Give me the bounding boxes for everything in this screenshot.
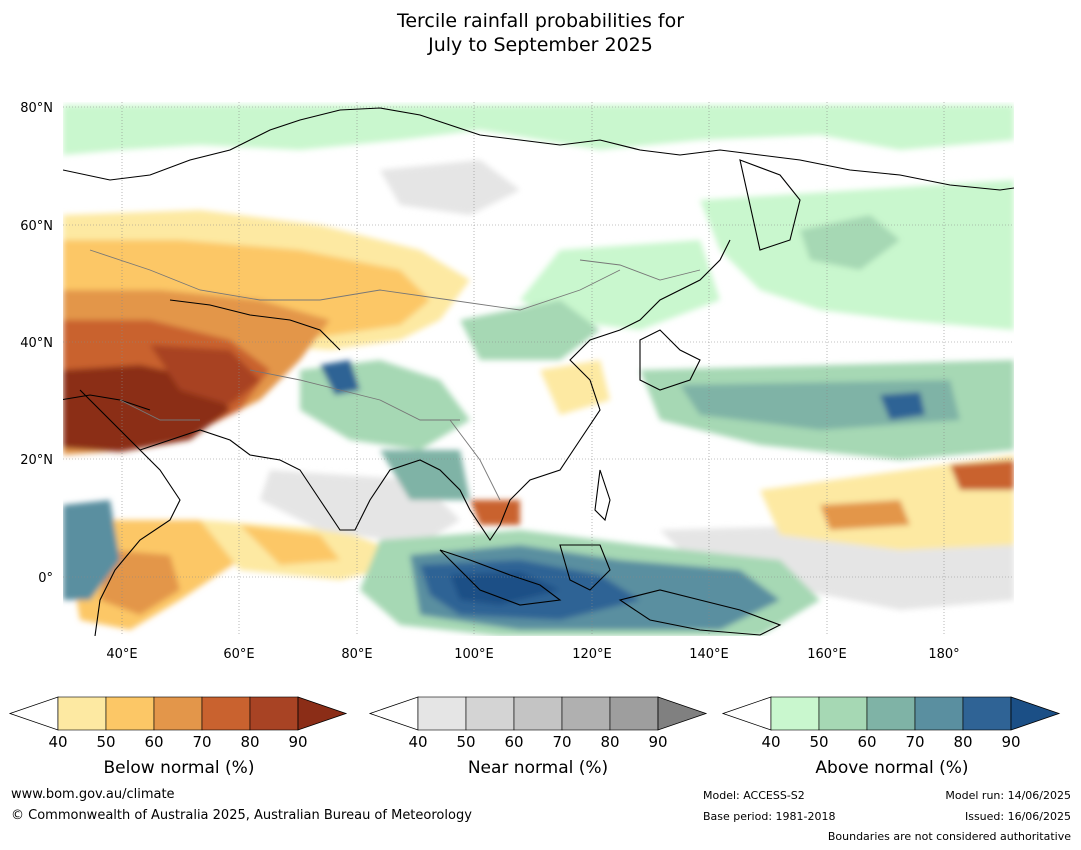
lon-label-100e: 100°E bbox=[454, 647, 494, 662]
colorbar-near-swatch-0 bbox=[417, 696, 467, 731]
lon-label-80e: 80°E bbox=[341, 647, 372, 662]
colorbar-near-tick-4: 80 bbox=[600, 733, 619, 751]
colorbar-below-swatch-4 bbox=[249, 696, 299, 731]
colorbar-above-swatch-3 bbox=[914, 696, 964, 731]
lon-label-60e: 60°E bbox=[223, 647, 254, 662]
lon-label-180: 180° bbox=[928, 647, 959, 662]
colorbar-above-tick-0: 40 bbox=[761, 733, 780, 751]
region-above-west-pacific-3 bbox=[880, 392, 925, 420]
region-above-maritime-4 bbox=[450, 572, 560, 605]
colorbar-above-tick-3: 70 bbox=[905, 733, 924, 751]
footer-copyright: © Commonwealth of Australia 2025, Austra… bbox=[11, 808, 472, 823]
colorbar-near-tick-1: 50 bbox=[456, 733, 475, 751]
footer-disclaimer: Boundaries are not considered authoritat… bbox=[827, 830, 1071, 843]
legend-title-below: Below normal (%) bbox=[103, 758, 255, 778]
axis-labels: 80°N 60°N 40°N 20°N 0° 40°E 60°E 80°E 10… bbox=[20, 101, 959, 662]
colorbar-below-over-triangle bbox=[297, 696, 348, 731]
footer-url: www.bom.gov.au/climate bbox=[11, 787, 175, 802]
colorbar-above-tick-1: 50 bbox=[809, 733, 828, 751]
lat-label-80: 80°N bbox=[20, 101, 53, 116]
region-near-siberia bbox=[380, 160, 520, 215]
region-below-iran bbox=[150, 345, 260, 405]
region-below-east-china bbox=[540, 360, 610, 415]
lon-label-120e: 120°E bbox=[572, 647, 612, 662]
region-below-indian-ocean-2 bbox=[240, 525, 340, 565]
footer-model: Model: ACCESS-S2 bbox=[703, 789, 805, 802]
lat-label-20: 20°N bbox=[20, 453, 53, 468]
colorbar-above-under-triangle bbox=[721, 696, 772, 731]
probability-field bbox=[63, 105, 1014, 636]
footer-base-period: Base period: 1981-2018 bbox=[703, 810, 836, 823]
colorbar-near-swatch-1 bbox=[465, 696, 515, 731]
map-plot-area bbox=[63, 102, 1014, 636]
colorbar-near-tick-3: 70 bbox=[552, 733, 571, 751]
colorbar-below-tick-3: 70 bbox=[192, 733, 211, 751]
legend-title-above: Above normal (%) bbox=[815, 758, 969, 778]
colorbar-above-swatch-1 bbox=[818, 696, 868, 731]
colorbar-above-tick-2: 60 bbox=[857, 733, 876, 751]
region-above-east-siberia-2 bbox=[800, 215, 900, 270]
coastlines bbox=[63, 107, 1014, 636]
region-below-east-africa-2 bbox=[100, 550, 180, 615]
colorbar-below-tick-4: 80 bbox=[240, 733, 259, 751]
colorbar-above-swatch-4 bbox=[962, 696, 1012, 731]
region-above-himalaya-2 bbox=[320, 360, 360, 395]
colorbar-above: 40 50 60 70 80 90 bbox=[721, 696, 1061, 751]
lat-label-0: 0° bbox=[38, 571, 53, 586]
colorbar-below-swatch-0 bbox=[57, 696, 107, 731]
colorbar-below-swatch-3 bbox=[201, 696, 251, 731]
colorbar-below-under-triangle bbox=[8, 696, 59, 731]
colorbar-above-over-triangle bbox=[1010, 696, 1061, 731]
colorbar-below-swatch-1 bbox=[105, 696, 155, 731]
colorbar-above-swatch-2 bbox=[866, 696, 916, 731]
lat-label-60: 60°N bbox=[20, 219, 53, 234]
colorbar-below-tick-0: 40 bbox=[48, 733, 67, 751]
colorbar-below: 40 50 60 70 80 90 bbox=[8, 696, 348, 751]
colorbar-near-swatch-4 bbox=[609, 696, 659, 731]
region-below-central-pacific-2 bbox=[820, 500, 910, 530]
colorbar-below-swatch-2 bbox=[153, 696, 203, 731]
colorbar-below-tick-2: 60 bbox=[144, 733, 163, 751]
lon-label-160e: 160°E bbox=[807, 647, 847, 662]
colorbar-above-swatch-0 bbox=[770, 696, 820, 731]
colorbar-near-swatch-3 bbox=[561, 696, 611, 731]
colorbar-below-tick-1: 50 bbox=[96, 733, 115, 751]
colorbar-near-tick-2: 60 bbox=[504, 733, 523, 751]
lat-label-40: 40°N bbox=[20, 336, 53, 351]
footer-model-run: Model run: 14/06/2025 bbox=[945, 789, 1071, 802]
region-above-africa bbox=[63, 500, 120, 600]
region-above-north bbox=[63, 105, 1014, 155]
chart-title-line2: July to September 2025 bbox=[428, 34, 653, 56]
region-above-bay-of-bengal bbox=[380, 450, 470, 500]
region-below-date-line bbox=[950, 460, 1014, 490]
colorbar-near-tick-0: 40 bbox=[408, 733, 427, 751]
colorbar-near-under-triangle bbox=[368, 696, 419, 731]
colorbars: 40 50 60 70 80 90 40 50 60 70 80 90 40 50 60 70 80 90 bbox=[8, 696, 1061, 751]
legend-title-near: Near normal (%) bbox=[467, 758, 609, 778]
lon-label-140e: 140°E bbox=[689, 647, 729, 662]
colorbar-above-tick-4: 80 bbox=[953, 733, 972, 751]
colorbar-near-over-triangle bbox=[657, 696, 708, 731]
footer-issued: Issued: 16/06/2025 bbox=[964, 810, 1071, 823]
graticule bbox=[63, 102, 1014, 636]
chart-title-line1: Tercile rainfall probabilities for bbox=[396, 10, 685, 32]
colorbar-near-tick-5: 90 bbox=[648, 733, 667, 751]
country-borders bbox=[89, 249, 701, 501]
colorbar-above-tick-5: 90 bbox=[1001, 733, 1020, 751]
region-above-north-china bbox=[460, 300, 600, 360]
colorbar-below-tick-5: 90 bbox=[288, 733, 307, 751]
colorbar-near-swatch-2 bbox=[513, 696, 563, 731]
lon-label-40e: 40°E bbox=[106, 647, 137, 662]
colorbar-near: 40 50 60 70 80 90 bbox=[368, 696, 708, 751]
